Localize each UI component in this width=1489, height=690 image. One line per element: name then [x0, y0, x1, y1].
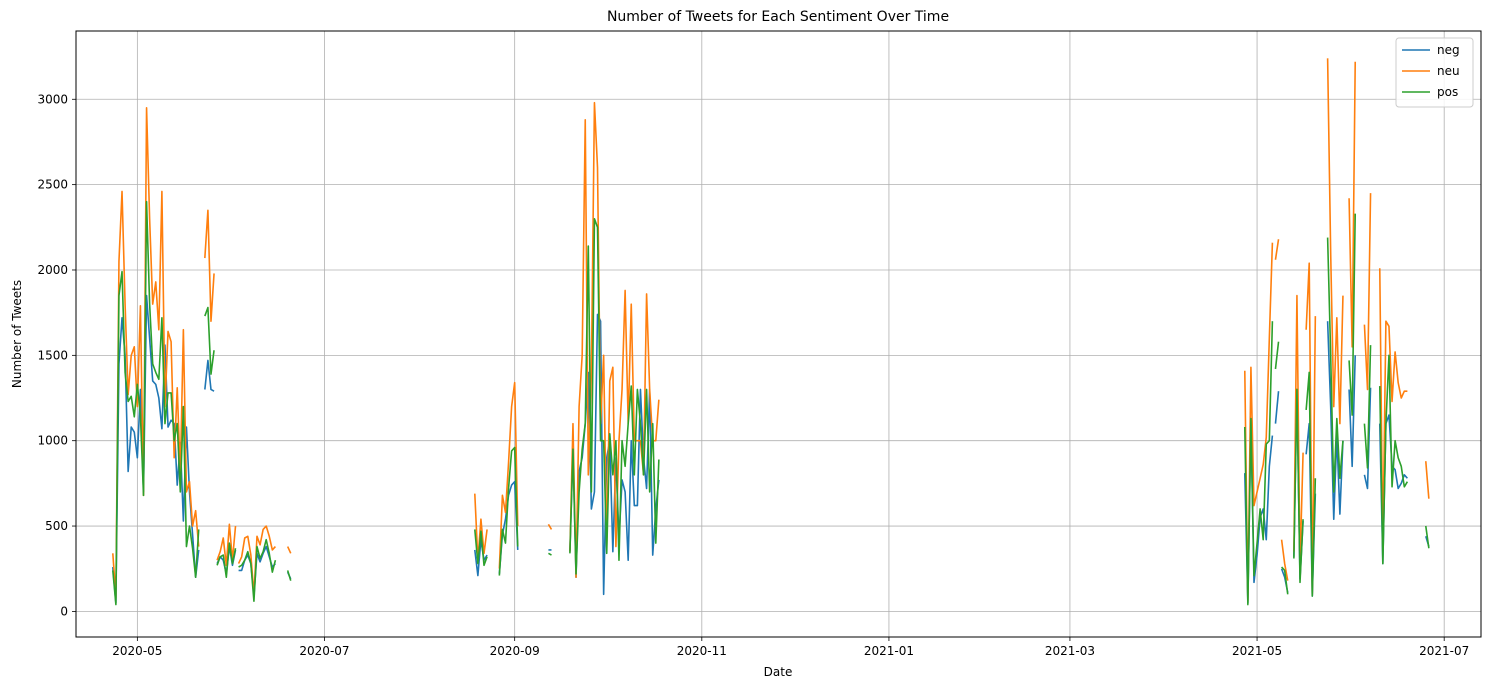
series-line-pos [1363, 345, 1372, 469]
series-neu [112, 58, 1430, 602]
legend-label-neg: neg [1437, 43, 1460, 57]
series-line-pos [1326, 237, 1344, 493]
plot-frame [75, 30, 1482, 638]
series-line-neu [286, 546, 292, 554]
legend-label-pos: pos [1437, 85, 1458, 99]
x-tick-label: 2021-07 [1419, 644, 1469, 658]
legend: neg neu pos [1395, 37, 1474, 108]
y-axis-ticks: 0 500 1000 1500 2000 2500 3000 [37, 92, 76, 618]
series-line-neu [1363, 193, 1372, 391]
x-tick-label: 2021-01 [864, 644, 914, 658]
series-line-pos [216, 542, 237, 579]
series-line-pos [1378, 354, 1409, 565]
x-tick-label: 2020-07 [299, 644, 349, 658]
series-line-neg [1348, 355, 1357, 468]
x-axis-ticks: 2020-05 2020-07 2020-09 2020-11 2021-01 2021-… [112, 637, 1469, 658]
series-line-neg [1326, 321, 1344, 521]
x-tick-label: 2021-03 [1045, 644, 1095, 658]
series-line-pos [548, 552, 552, 556]
series-line-neg [1274, 391, 1280, 424]
series-line-pos [1281, 566, 1289, 595]
series-line-neu [1293, 294, 1304, 567]
x-axis-label: Date [764, 665, 793, 679]
y-tick-label: 3000 [37, 92, 68, 106]
series-line-pos [1274, 341, 1280, 370]
x-tick-label: 2020-05 [112, 644, 162, 658]
legend-label-neu: neu [1437, 64, 1460, 78]
series-line-pos [112, 200, 200, 606]
y-tick-label: 0 [60, 604, 68, 618]
legend-box [1395, 37, 1474, 108]
series-line-neu [112, 107, 200, 599]
series-line-neu [1378, 268, 1408, 551]
x-tick-label: 2021-05 [1232, 644, 1282, 658]
series-line-pos [1243, 321, 1274, 606]
series-line-neg [1363, 387, 1372, 490]
y-tick-label: 1500 [37, 348, 68, 362]
series-line-pos [1293, 388, 1304, 584]
series-line-neu [1280, 539, 1289, 581]
series-line-neu [474, 493, 488, 561]
series-line-pos [1348, 213, 1357, 416]
series-line-pos [569, 217, 660, 575]
x-tick-label: 2020-09 [490, 644, 540, 658]
series-line-neu [1424, 461, 1430, 499]
y-tick-label: 2000 [37, 263, 68, 277]
series-line-neu [1348, 61, 1357, 348]
series-line-neu [1326, 58, 1344, 425]
y-axis-label: Number of Tweets [10, 280, 24, 388]
y-tick-label: 500 [45, 519, 68, 533]
series-line-pos [1424, 525, 1430, 549]
series-line-pos [498, 446, 519, 576]
series-line-pos [286, 570, 292, 581]
series-line-neu [204, 209, 215, 323]
chart-title: Number of Tweets for Each Sentiment Over… [607, 9, 949, 25]
series-line-neu [1274, 239, 1280, 260]
x-tick-label: 2020-11 [677, 644, 727, 658]
series-lines [112, 58, 1430, 606]
series-line-neg [204, 359, 215, 392]
series-line-pos [474, 529, 488, 567]
series-pos [112, 200, 1430, 606]
series-line-pos [1305, 371, 1317, 597]
series-line-pos [204, 306, 215, 375]
series-line-neu [237, 525, 276, 596]
series-neg [112, 294, 1430, 604]
series-line-pos [238, 538, 277, 602]
y-tick-label: 2500 [37, 178, 68, 192]
y-tick-label: 1000 [37, 434, 68, 448]
series-line-neu [498, 381, 519, 569]
series-line-neu [547, 523, 553, 530]
